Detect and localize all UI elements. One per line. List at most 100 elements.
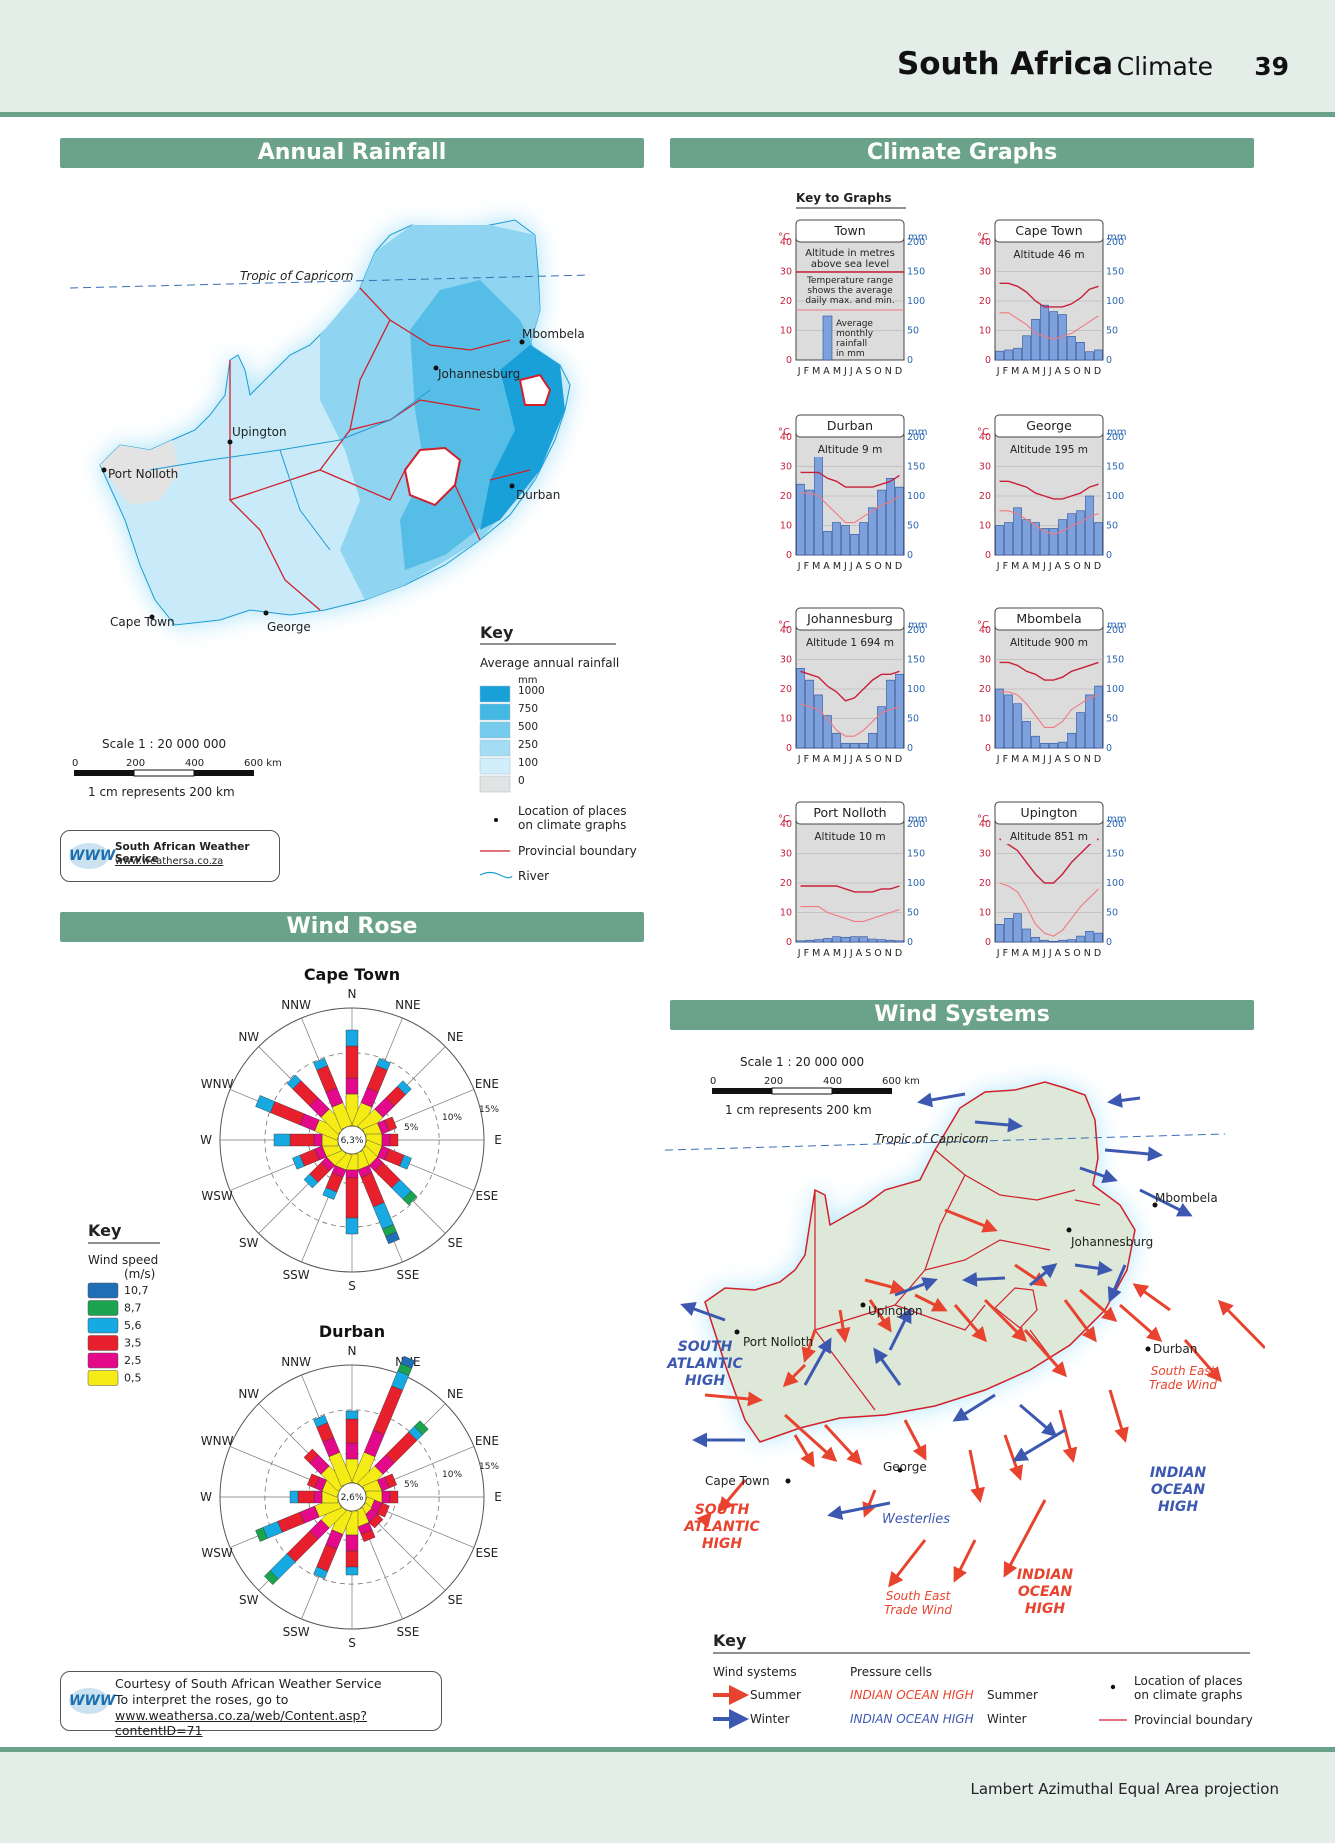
graph-altitude-bg [802,828,898,844]
graph-title: Upington [1021,805,1078,820]
winter-wind-arrow [894,1277,938,1297]
wind-scale-tick-600: 600 km [882,1076,920,1087]
footer-band [0,1752,1335,1843]
winter-wind-arrow [1104,1146,1163,1162]
wind-rose-title: Durban [319,1322,385,1341]
rainfall-bar [1031,936,1040,943]
rainfall-bar [995,350,1004,361]
svg-text:HIGH: HIGH [685,1373,725,1389]
graph-temp-tick: 40 [780,432,792,443]
wind-rose-petal-segment [360,1529,376,1543]
page-number: 39 [1254,52,1289,81]
wind-rose-petal-segment [313,1415,328,1428]
wind-rose-key-subtitle: Wind speed (m/s) [88,1253,158,1281]
dot-johannesburg [433,365,439,371]
saws-box[interactable]: WWW South African Weather Service www.we… [60,830,280,882]
winter-wind-arrow [1079,1166,1118,1184]
wind-rose-petal-segment [384,1473,398,1489]
wind-label-upington: Upington [868,1304,923,1318]
courtesy-link[interactable]: www.weathersa.co.za/web/Content.asp?cont… [115,1708,368,1738]
wind-rose-direction: W [200,1490,212,1504]
key-altitude-line2: above sea level [811,259,889,270]
graph-temp-tick: 20 [979,296,991,307]
graph-temp-tick: 40 [979,237,991,248]
rainfall-bar [1022,519,1031,556]
summer-wind-arrow [1003,1499,1047,1578]
rainfall-rivers [149,389,431,551]
temp-min-line [800,906,900,922]
key-rain-note: rainfall [836,339,867,349]
saws-url[interactable]: www.weathersa.co.za [115,856,224,867]
rainfall-key-value: 750 [518,703,538,715]
graph-temp-tick: 10 [780,326,792,337]
rainfall-bar [1085,931,1094,943]
wind-rose-petal-segment [402,1190,418,1206]
rainfall-bar [859,522,868,556]
graph-months: J F M A M J J A S O N D [996,366,1101,377]
graph-title-box [994,414,1104,438]
rainfall-key-swatch [479,703,511,721]
wind-scale-text: Scale 1 : 20 000 000 [740,1055,864,1069]
winter-wind-arrow [1107,1092,1141,1108]
wind-key-winter: Winter [750,1712,790,1726]
winter-wind-arrow [1012,1428,1066,1462]
rainfall-bar [895,940,904,943]
graph-rain-unit: mm [1107,620,1126,631]
rainfall-scale-tick-400: 400 [185,758,204,769]
summer-wind-arrow [1119,1303,1163,1342]
graph-altitude: Altitude 851 m [1010,831,1088,843]
graph-temp-tick: 30 [979,267,991,278]
rainfall-bar [1031,318,1040,361]
graph-rain-tick: 100 [1106,878,1124,889]
wind-roses-group: Cape TownNNNENEENEEESESESSESSSWSWWSWWWNW… [200,965,502,1650]
summer-wind-arrow [1183,1339,1222,1383]
graph-rain-tick: 0 [907,355,913,366]
courtesy-box[interactable]: WWW Courtesy of South African Weather Se… [60,1671,442,1738]
rainfall-bar [850,936,859,943]
rainfall-scale-tick-200: 200 [126,758,145,769]
wind-rose-petal-segment [400,1355,416,1369]
wind-rose-petal-segment [385,1231,400,1245]
rainfall-bar [1094,349,1103,361]
graph-title-box [795,801,905,825]
wind-scale-note: 1 cm represents 200 km [725,1103,872,1117]
rainfall-bar [1058,741,1067,749]
wind-rose-ring-label: 5% [404,1480,419,1490]
rainfall-bar [1094,522,1103,556]
dot-upington [227,439,233,445]
graph-rain-tick: 0 [1106,937,1112,948]
rainfall-bar [895,673,904,749]
wind-rose-petal-segment [264,1570,279,1585]
graph-rain-tick: 0 [907,550,913,561]
rainfall-zone-lesotho [403,446,462,507]
wind-rose-key-swatch [87,1335,119,1351]
header-band [0,0,1335,112]
graph-rain-tick: 100 [907,296,925,307]
wind-rose-durban: DurbanNNNENEENEEESESESSESSSWSWWSWWWNWNWN… [200,1322,502,1650]
wind-rose-direction: SW [239,1236,259,1250]
summer-wind-arrow [1108,1389,1129,1443]
wind-rose-calm-circle [337,1125,367,1155]
wind-tropic-label: Tropic of Capricorn [875,1132,989,1146]
wind-rose-direction: NNW [281,998,311,1012]
graph-temp-tick: 30 [979,462,991,473]
rainfall-key-swatch [479,721,511,739]
wind-rose-direction: E [494,1133,502,1147]
wind-rose-ring-label: 10% [442,1470,462,1480]
rainfall-bar [796,483,805,556]
wind-rose-petal-segment [377,1502,390,1518]
summer-wind-arrow [1063,1299,1097,1343]
rainfall-bar [850,534,859,556]
dot-durban [509,483,515,489]
svg-text:HIGH: HIGH [702,1536,742,1552]
dot-george [263,610,269,616]
svg-text:Trade Wind: Trade Wind [884,1603,952,1617]
graph-rain-tick: 200 [907,237,925,248]
wind-rose-key-swatch [87,1300,119,1316]
footer-rule [0,1747,1335,1752]
graph-rain-unit: mm [908,620,927,631]
wind-key-location-dot [1110,1684,1116,1690]
wind-rose-ring-label: 15% [479,1462,499,1472]
graph-rain-tick: 50 [907,521,919,532]
dot-port-nolloth [101,467,107,473]
